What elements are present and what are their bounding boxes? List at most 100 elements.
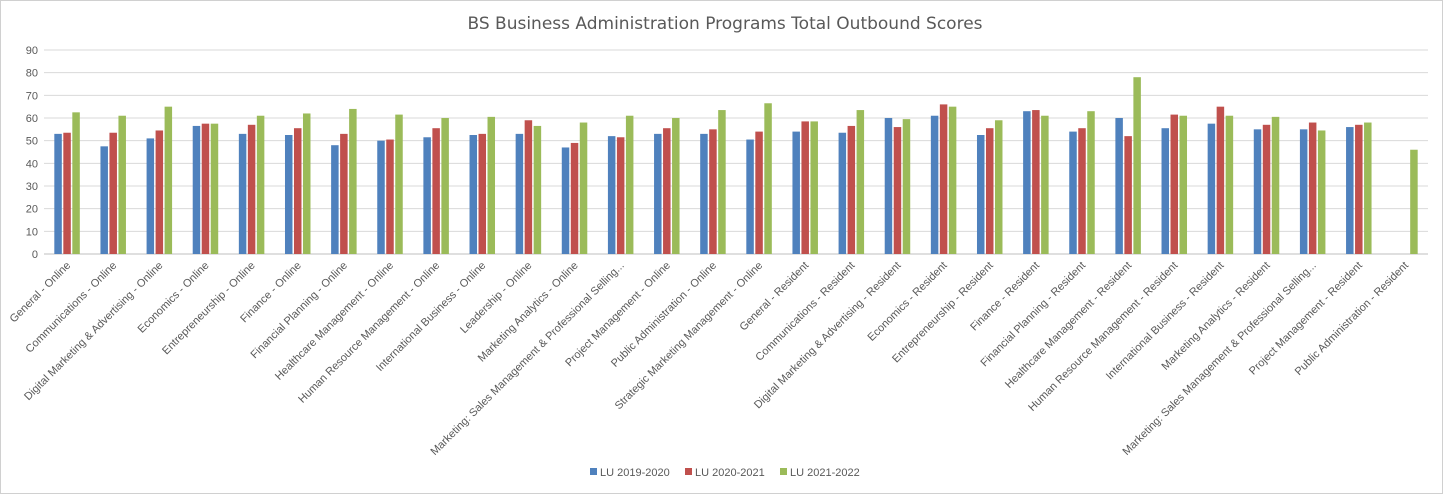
bar (755, 131, 763, 254)
bar (1133, 77, 1141, 254)
bar (1032, 110, 1040, 254)
bar (238, 133, 247, 254)
bar (948, 106, 957, 255)
x-tick-label: Entrepreneurship - Online (160, 260, 258, 358)
y-tick-label: 80 (26, 68, 38, 80)
bar (192, 125, 201, 254)
bar (1041, 115, 1049, 254)
bar (672, 118, 680, 254)
bar (441, 118, 449, 254)
bar (1364, 122, 1372, 255)
bar (985, 128, 994, 254)
bar (349, 108, 357, 254)
bar (302, 113, 311, 254)
bar (1179, 115, 1188, 254)
bar (561, 147, 570, 254)
bar (395, 114, 403, 254)
bar (1069, 131, 1077, 254)
bar (801, 121, 809, 255)
bar (847, 125, 856, 254)
bar (792, 131, 800, 254)
legend-label: LU 2020-2021 (695, 467, 765, 479)
bar (625, 115, 634, 254)
bar (893, 127, 902, 254)
bar (939, 104, 948, 255)
bar (930, 115, 939, 254)
bar (1216, 106, 1225, 255)
bar (469, 135, 478, 254)
bar (54, 133, 62, 254)
bar (533, 125, 542, 254)
bar (146, 138, 155, 254)
y-tick-label: 30 (26, 181, 38, 193)
bar (810, 121, 818, 255)
bar (331, 145, 339, 254)
bar (1087, 111, 1095, 254)
bar (524, 120, 533, 255)
bar (1355, 124, 1363, 254)
bar (284, 135, 293, 254)
bar (340, 133, 348, 254)
bar (1115, 118, 1123, 254)
bar (1253, 129, 1262, 254)
bar (1161, 128, 1170, 254)
bar (709, 129, 717, 254)
bar (700, 133, 708, 254)
bar (432, 128, 440, 254)
bar (976, 135, 985, 254)
bar (746, 139, 754, 254)
bar (72, 112, 80, 254)
bar (718, 110, 726, 254)
bar (1078, 128, 1086, 254)
bar (579, 122, 588, 255)
bar (654, 133, 662, 254)
bar (487, 116, 496, 254)
bar (63, 132, 71, 254)
legend-label: LU 2019-2020 (600, 467, 670, 479)
bar (1225, 115, 1234, 254)
y-tick-label: 70 (26, 90, 38, 102)
bar (478, 133, 487, 254)
legend-swatch (590, 468, 597, 475)
bar (1299, 129, 1308, 254)
bar (100, 146, 108, 254)
bar (109, 132, 117, 254)
bar (386, 139, 394, 254)
y-tick-label: 10 (26, 226, 38, 238)
bar (1410, 149, 1418, 254)
bar (1346, 127, 1354, 254)
bar (201, 123, 210, 255)
bar (515, 133, 524, 254)
bar (247, 124, 256, 254)
bar (1207, 123, 1216, 255)
bar (118, 115, 126, 254)
bar (856, 110, 865, 254)
bar (1170, 114, 1179, 254)
bar (1124, 136, 1132, 254)
y-tick-label: 60 (26, 113, 38, 125)
y-tick-label: 50 (26, 136, 38, 148)
bar (423, 137, 431, 254)
bar (570, 142, 579, 254)
bar (155, 130, 164, 254)
x-tick-label: Financial Planning - Online (249, 260, 350, 361)
bar (210, 123, 219, 255)
bar (164, 106, 173, 255)
bar (1023, 111, 1031, 254)
y-tick-label: 90 (26, 45, 38, 57)
bar (616, 137, 625, 254)
bar (1317, 130, 1326, 254)
bar (293, 128, 302, 254)
bar (663, 128, 671, 254)
x-tick-label: Communications - Online (24, 260, 120, 356)
y-tick-label: 0 (32, 249, 38, 261)
bar (902, 119, 911, 254)
bar (994, 120, 1003, 255)
y-axis-ticks: 0 10 20 30 40 50 60 70 80 90 (26, 45, 38, 261)
bar (377, 140, 385, 254)
x-tick-label: Economics - Resident (866, 260, 950, 344)
legend-swatch (685, 468, 692, 475)
bars (54, 77, 1418, 255)
bar (1271, 116, 1280, 254)
